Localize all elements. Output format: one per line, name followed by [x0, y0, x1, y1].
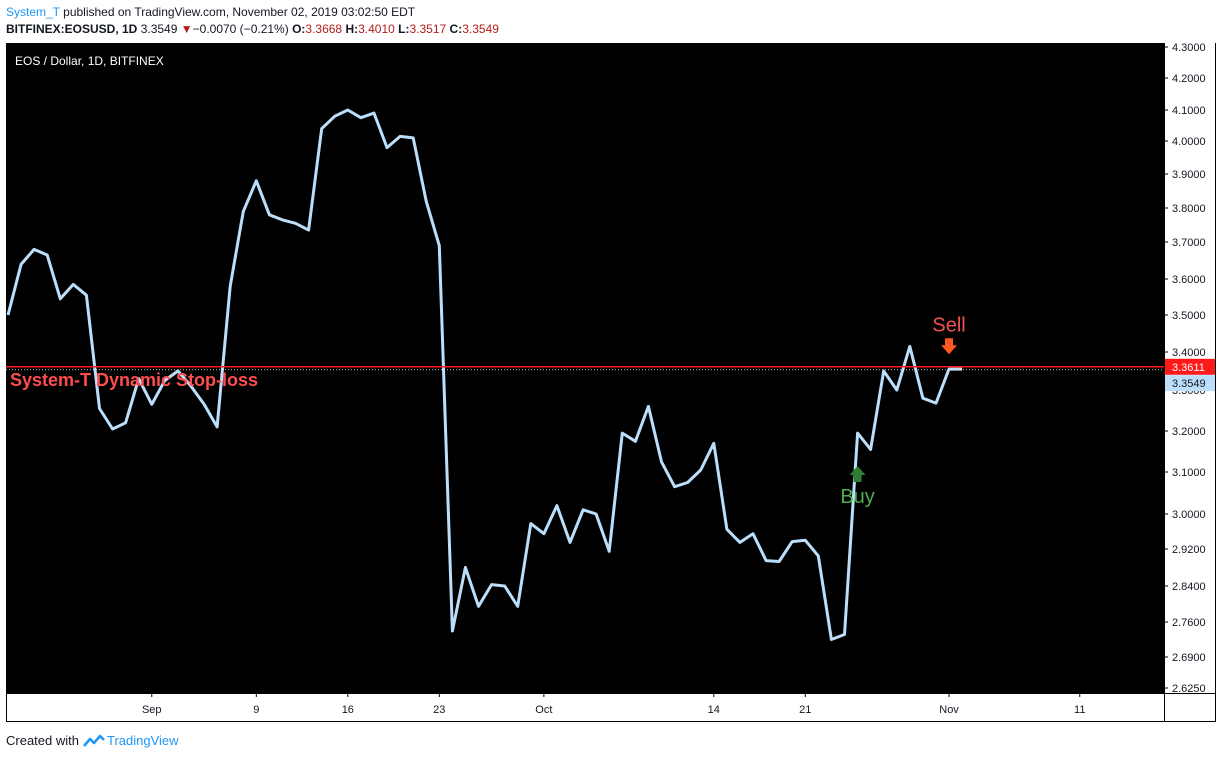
low-label: L: — [398, 22, 410, 36]
stoploss-group: System-T Dynamic Stop-loss — [6, 366, 1164, 390]
y-tick-label: 2.7600 — [1172, 617, 1206, 629]
time-axis: Sep 9 16 23 Oct 14 21 Nov 11 — [142, 693, 1085, 716]
stoploss-label: System-T Dynamic Stop-loss — [10, 370, 258, 390]
price-badges: 3.3549 3.3611 — [1165, 358, 1215, 392]
signals-group: Buy Sell — [840, 314, 965, 508]
stoploss-price-badge — [1165, 358, 1215, 375]
y-tick-label: 3.7000 — [1172, 237, 1206, 249]
y-tick-label: 3.9000 — [1172, 169, 1206, 181]
y-tick-label: 2.8400 — [1172, 581, 1206, 593]
y-tick-label: 2.6250 — [1172, 683, 1206, 695]
symbol-label: BITFINEX:EOSUSD, 1D — [6, 22, 138, 36]
y-tick-label: 4.3000 — [1172, 42, 1206, 54]
price-axis: 4.3000 4.2000 4.1000 4.0000 3.9000 3.8000 3.70… — [1164, 42, 1206, 695]
y-tick-label: 3.4000 — [1172, 347, 1206, 359]
x-tick-label: 23 — [433, 704, 445, 716]
chart-legend: EOS / Dollar, 1D, BITFINEX — [15, 54, 164, 68]
series-group — [6, 108, 963, 641]
x-tick-label: 16 — [342, 704, 354, 716]
footer: Created with TradingView — [6, 733, 179, 748]
y-tick-label: 3.2000 — [1172, 426, 1206, 438]
y-tick-label: 2.9200 — [1172, 544, 1206, 556]
last-price-badge — [1165, 375, 1215, 392]
y-tick-label: 4.0000 — [1172, 136, 1206, 148]
y-tick-label: 4.1000 — [1172, 105, 1206, 117]
x-tick-label: 11 — [1074, 704, 1085, 716]
x-tick-label: Nov — [939, 704, 959, 716]
y-tick-label: 3.5000 — [1172, 310, 1206, 322]
stoploss-price-badge-text: 3.3611 — [1172, 362, 1205, 374]
created-with-text: Created with — [6, 733, 79, 748]
buy-signal-label: Buy — [840, 486, 874, 508]
close-label: C: — [449, 22, 463, 36]
plot-background — [6, 43, 1164, 693]
y-tick-label: 4.2000 — [1172, 73, 1206, 85]
x-tick-label: 9 — [253, 704, 259, 716]
high-value: 3.4010 — [358, 22, 395, 36]
tradingview-link[interactable]: TradingView — [106, 733, 179, 748]
last-price-badge-text: 3.3549 — [1172, 378, 1206, 390]
y-tick-label: 2.6900 — [1172, 652, 1206, 664]
x-tick-label: Oct — [535, 704, 552, 716]
ohlc-line: BITFINEX:EOSUSD, 1D 3.3549 ▼−0.0070 (−0.… — [6, 21, 499, 38]
buy-arrow-icon — [849, 466, 866, 482]
published-text: published on TradingView.com, November 0… — [63, 5, 416, 19]
price-change: −0.0070 (−0.21%) — [192, 22, 289, 36]
tradingview-logo-icon — [83, 734, 105, 747]
y-tick-label: 3.8000 — [1172, 203, 1206, 215]
chart-header: System_T published on TradingView.com, N… — [6, 4, 499, 38]
y-tick-label: 3.6000 — [1172, 274, 1206, 286]
sell-arrow-icon — [941, 338, 958, 355]
author-link[interactable]: System_T — [6, 5, 60, 19]
x-tick-label: 14 — [708, 704, 720, 716]
y-tick-label: 3.0000 — [1172, 509, 1206, 521]
x-tick-label: Sep — [142, 704, 162, 716]
publish-line: System_T published on TradingView.com, N… — [6, 4, 499, 21]
y-tick-label: 3.1000 — [1172, 467, 1206, 479]
sell-signal-label: Sell — [932, 314, 965, 336]
open-value: 3.3668 — [305, 22, 343, 36]
close-value: 3.3549 — [462, 22, 499, 36]
x-tick-label: 21 — [799, 704, 811, 716]
open-label: O: — [292, 22, 306, 36]
down-arrow-icon: ▼ — [180, 22, 193, 36]
price-series-line — [6, 108, 963, 641]
high-label: H: — [345, 22, 359, 36]
last-price: 3.3549 — [140, 22, 178, 36]
low-value: 3.3517 — [409, 22, 447, 36]
